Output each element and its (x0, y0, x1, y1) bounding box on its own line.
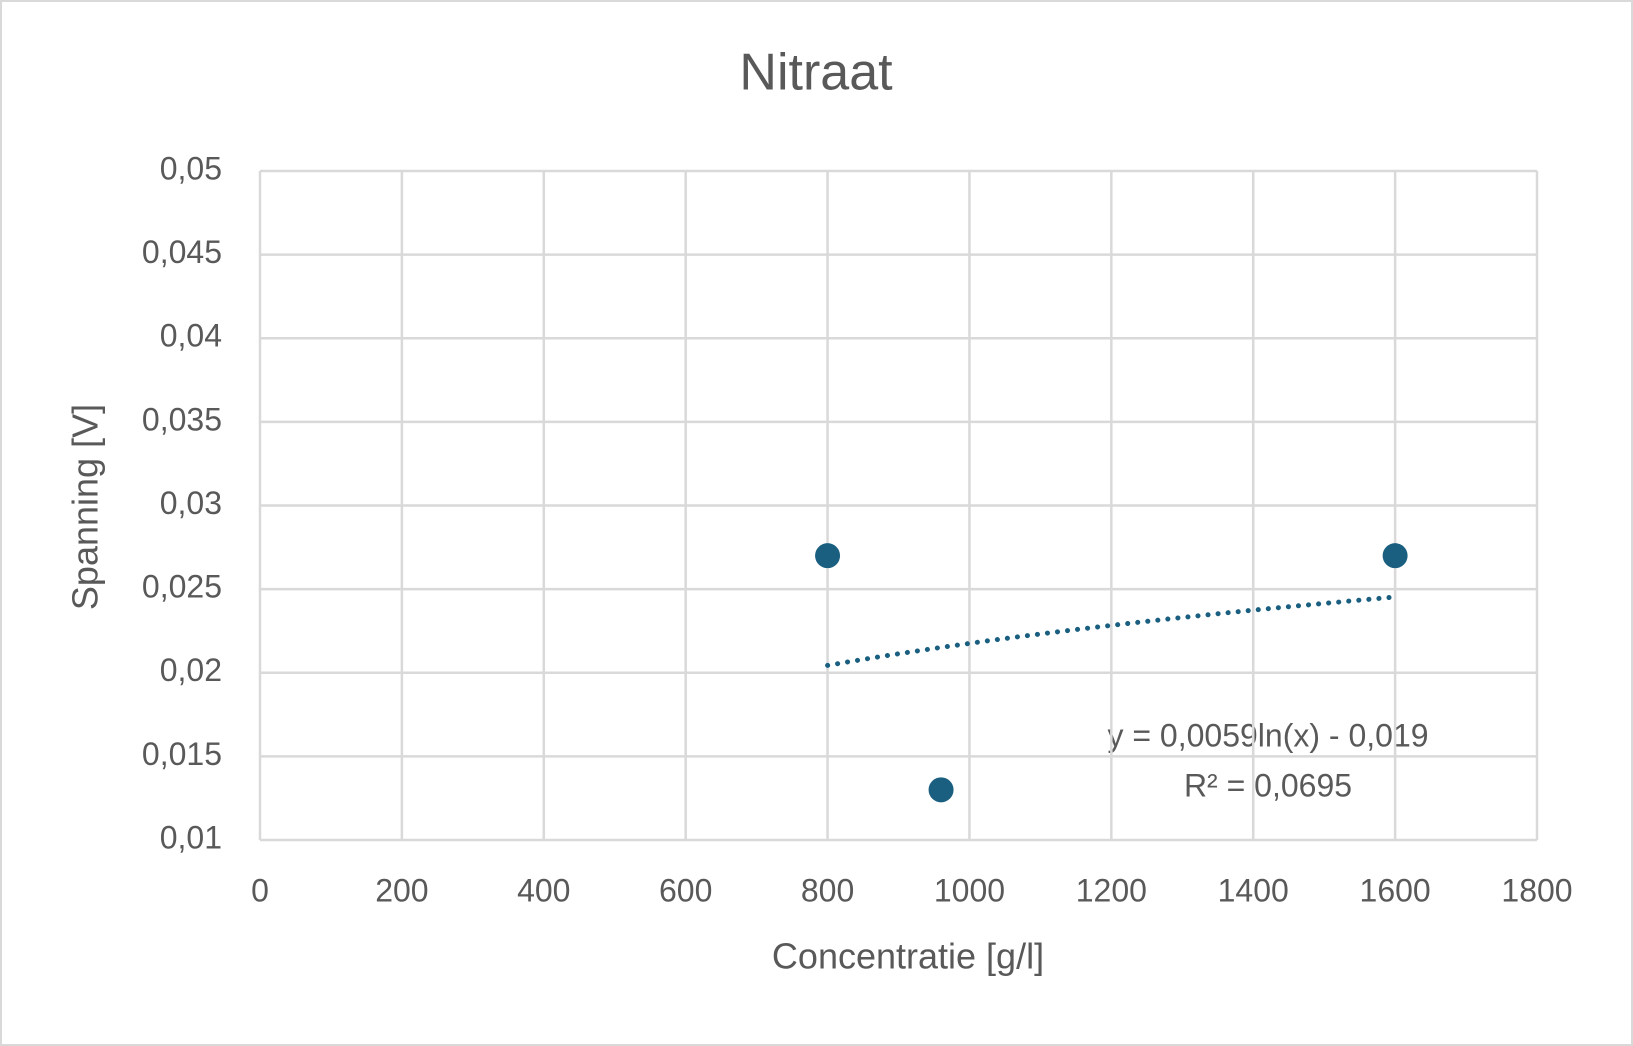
data-point (815, 543, 841, 569)
data-point (928, 777, 954, 803)
x-tick-label: 1000 (934, 872, 1005, 908)
y-tick-label: 0,025 (142, 569, 222, 605)
x-tick-label: 0 (251, 872, 269, 908)
y-tick-label: 0,02 (160, 652, 222, 688)
trendline-r-squared: R² = 0,0695 (1184, 767, 1352, 803)
x-tick-label: 400 (517, 872, 570, 908)
data-point (1382, 543, 1408, 569)
x-tick-label: 1200 (1076, 872, 1147, 908)
y-tick-label: 0,01 (160, 819, 222, 855)
x-tick-label: 1600 (1360, 872, 1431, 908)
y-axis-title: Spanning [V] (65, 404, 106, 610)
y-tick-label: 0,015 (142, 736, 222, 772)
trendline-equation: y = 0,0059ln(x) - 0,019 (1107, 717, 1428, 753)
y-tick-label: 0,035 (142, 401, 222, 437)
x-tick-label: 1800 (1501, 872, 1572, 908)
x-tick-label: 600 (659, 872, 712, 908)
chart-title: Nitraat (739, 44, 893, 102)
y-tick-label: 0,045 (142, 234, 222, 270)
trendline (825, 594, 1398, 668)
y-tick-label: 0,04 (160, 318, 222, 354)
x-tick-label: 1400 (1218, 872, 1289, 908)
y-tick-label: 0,03 (160, 485, 222, 521)
x-tick-label: 200 (375, 872, 428, 908)
x-axis-title: Concentratie [g/l] (772, 936, 1044, 977)
x-tick-label: 800 (801, 872, 854, 908)
y-tick-label: 0,05 (160, 150, 222, 186)
